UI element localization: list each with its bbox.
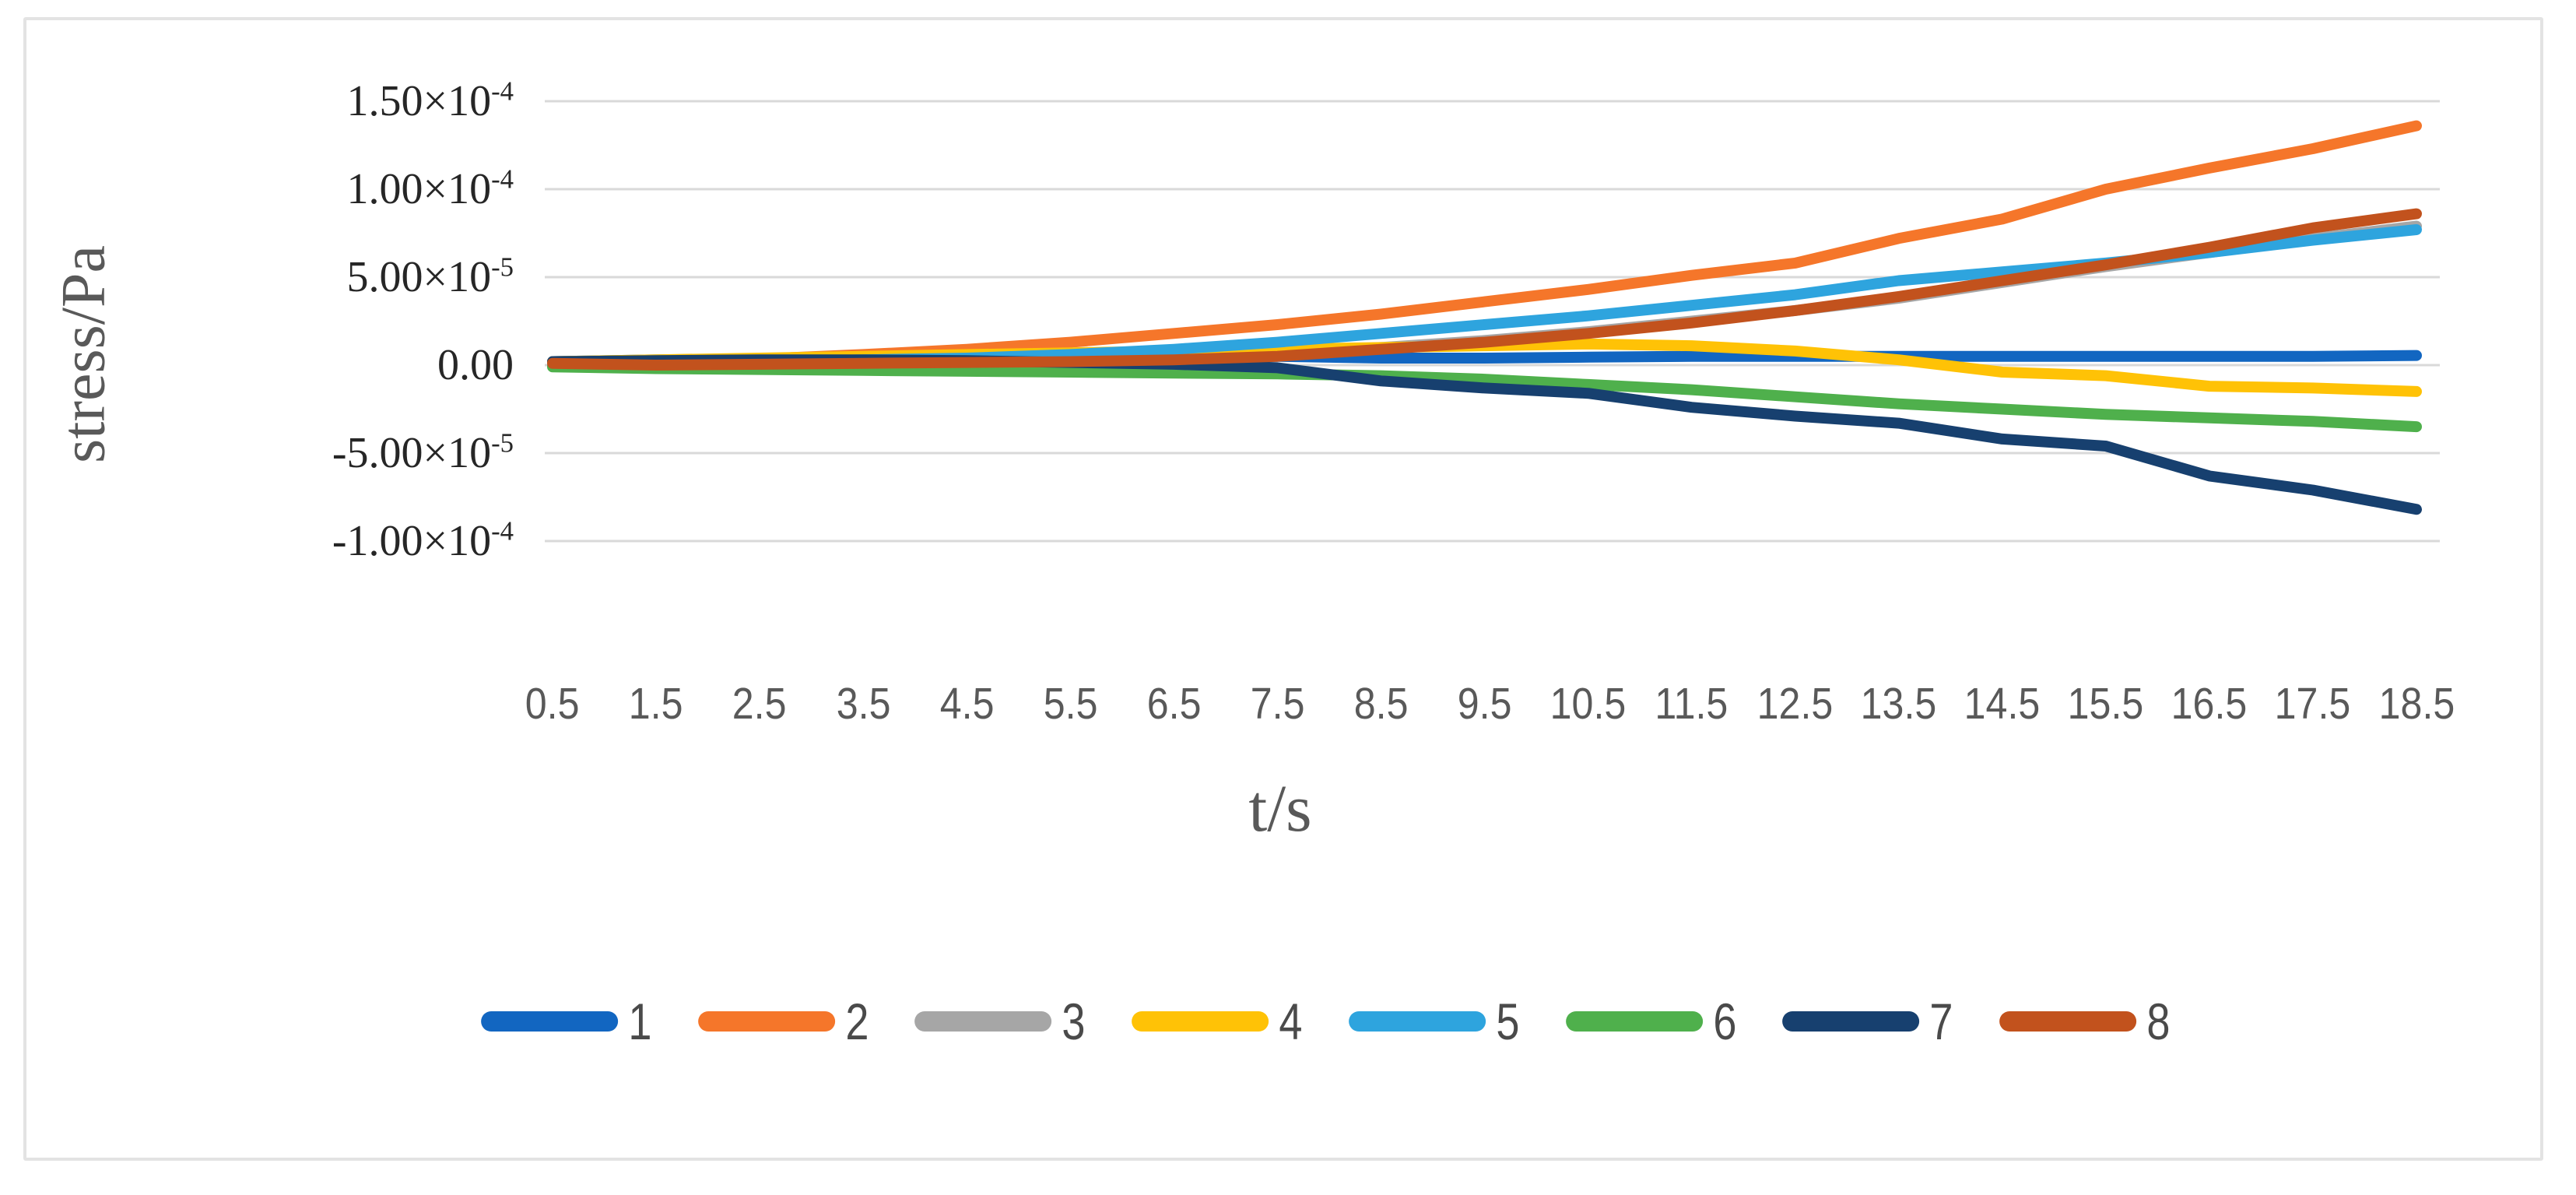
x-tick-label: 16.5 [2171,679,2248,729]
x-tick-label: 18.5 [2378,679,2455,729]
legend-label: 2 [845,993,869,1050]
legend-item-3: 3 [914,993,1089,1050]
x-tick-label: 6.5 [1146,679,1202,729]
y-tick-label: 5.00×10-5 [346,251,514,301]
legend-label: 6 [1713,993,1737,1050]
x-tick-label: 14.5 [1964,679,2041,729]
y-tick-exponent: -5 [491,427,514,459]
y-tick-label: 1.00×10-4 [346,163,514,213]
series-line-8 [547,208,2422,371]
x-tick-label: 7.5 [1250,679,1305,729]
x-tick-label: 0.5 [525,679,580,729]
legend-label: 4 [1279,993,1303,1050]
legend-swatch [481,1011,619,1032]
y-tick-label: -1.00×10-4 [332,515,514,565]
legend-label: 5 [1496,993,1520,1050]
legend-item-2: 2 [697,993,872,1050]
x-tick-label: 2.5 [732,679,787,729]
y-tick-label: 0.00 [437,341,514,389]
x-tick-label: 13.5 [1860,679,1937,729]
x-tick-label: 11.5 [1655,679,1728,729]
legend-label: 7 [1929,993,1953,1050]
legend-label: 8 [2146,993,2171,1050]
chart-legend: 1 2 3 4 5 6 7 8 [481,993,2173,1050]
series-line-6 [547,361,2422,433]
y-tick-exponent: -5 [491,251,514,283]
legend-item-5: 5 [1349,993,1522,1050]
y-axis-title: stress/Pa [49,245,118,463]
legend-item-1: 1 [481,993,655,1050]
x-tick-label: 15.5 [2068,679,2144,729]
x-tick-label: 3.5 [836,679,891,729]
figure-border [23,17,2543,1161]
legend-item-6: 6 [1565,993,1739,1050]
legend-swatch [914,1011,1052,1032]
y-tick-label: -5.00×10-5 [332,427,514,477]
y-tick-exponent: -4 [491,76,514,107]
y-tick-label: 1.50×10-4 [346,76,514,125]
x-axis-title: t/s [1248,771,1312,845]
legend-swatch [1132,1011,1269,1032]
x-tick-label: 5.5 [1043,679,1098,729]
y-tick-exponent: -4 [491,163,514,195]
x-tick-label: 17.5 [2275,679,2351,729]
legend-item-4: 4 [1132,993,1305,1050]
legend-swatch [1999,1011,2137,1032]
x-tick-label: 12.5 [1757,679,1834,729]
y-tick-exponent: -4 [491,515,514,547]
legend-swatch [1565,1011,1703,1032]
x-tick-label: 8.5 [1353,679,1409,729]
x-tick-label: 1.5 [629,679,683,729]
legend-label: 3 [1062,993,1086,1050]
x-tick-label: 10.5 [1549,679,1627,729]
x-tick-label: 4.5 [939,679,995,729]
legend-swatch [1349,1011,1486,1032]
legend-swatch [697,1011,835,1032]
legend-item-7: 7 [1782,993,1956,1050]
legend-label: 1 [628,993,652,1050]
legend-item-8: 8 [1999,993,2173,1050]
legend-swatch [1782,1011,1920,1032]
x-tick-label: 9.5 [1457,679,1512,729]
